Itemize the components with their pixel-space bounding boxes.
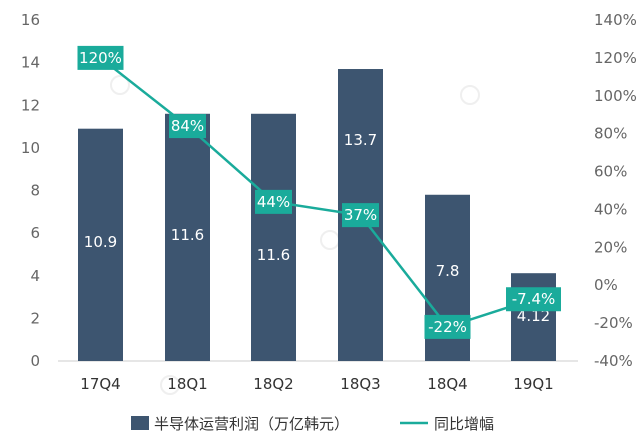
left-tick-label: 2 — [30, 309, 40, 327]
bar-18Q1 — [165, 113, 210, 362]
right-tick-label: 40% — [594, 200, 627, 218]
bar-labels: 10.9 11.6 11.6 13.7 7.8 4.12 — [84, 131, 550, 325]
bar-value-label: 7.8 — [436, 262, 460, 280]
category-label: 18Q3 — [340, 375, 380, 393]
line-label-box — [342, 203, 379, 228]
left-axis-ticks: 0 2 4 6 8 10 12 14 16 — [21, 11, 40, 370]
watermark-mark-3 — [160, 375, 180, 395]
line-value-label: 84% — [171, 117, 204, 135]
line-label-box — [424, 314, 471, 339]
legend-bar-label: 半导体运营利润（万亿韩元） — [154, 415, 349, 433]
line-value-label: -7.4% — [512, 290, 556, 308]
line-label-18Q4: -22% — [424, 314, 471, 339]
left-tick-label: 14 — [21, 54, 40, 72]
legend-bar-swatch — [131, 416, 149, 430]
left-tick-label: 8 — [30, 182, 40, 200]
left-tick-label: 4 — [30, 267, 40, 285]
line-value-label: 44% — [257, 193, 290, 211]
bar-18Q2 — [251, 113, 296, 362]
left-tick-label: 16 — [21, 11, 40, 29]
right-tick-label: 80% — [594, 125, 627, 143]
bar-value-label: 4.12 — [517, 307, 550, 325]
line-labels: 120% 84% 44% 37% -22% -7.4% — [77, 45, 561, 339]
watermark-mark-1 — [460, 85, 480, 105]
line-label-17Q4: 120% — [77, 45, 124, 70]
legend-line-label: 同比增幅 — [434, 415, 494, 433]
watermark-mark-2 — [320, 230, 340, 250]
bar-value-label: 10.9 — [84, 233, 117, 251]
right-tick-label: 100% — [594, 87, 637, 105]
bar-value-label: 11.6 — [257, 246, 290, 264]
category-label: 19Q1 — [513, 375, 553, 393]
line-label-box — [77, 45, 124, 70]
x-axis-categories: 17Q4 18Q1 18Q2 18Q3 18Q4 19Q1 — [80, 375, 553, 393]
category-label: 17Q4 — [80, 375, 120, 393]
right-tick-label: 0% — [594, 276, 618, 294]
left-tick-label: 6 — [30, 224, 40, 242]
line-label-box — [255, 189, 292, 214]
line-label-box — [169, 114, 206, 139]
line-value-label: 37% — [344, 206, 377, 224]
right-tick-label: 20% — [594, 238, 627, 256]
line-label-box — [506, 287, 561, 312]
bar-series — [78, 69, 556, 362]
right-tick-label: 60% — [594, 163, 627, 181]
line-label-18Q2: 44% — [255, 189, 292, 214]
category-label: 18Q1 — [167, 375, 207, 393]
right-tick-label: 140% — [594, 11, 637, 29]
line-value-label: 120% — [79, 49, 122, 67]
left-tick-label: 10 — [21, 139, 40, 157]
category-label: 18Q4 — [427, 375, 467, 393]
bar-value-label: 13.7 — [344, 131, 377, 149]
watermark-mark-0 — [110, 75, 130, 95]
right-tick-label: 120% — [594, 49, 637, 67]
line-label-18Q1: 84% — [169, 114, 206, 139]
line-label-19Q1: -7.4% — [506, 287, 561, 312]
right-tick-label: -40% — [594, 352, 633, 370]
category-label: 18Q2 — [253, 375, 293, 393]
legend: 半导体运营利润（万亿韩元） 同比增幅 — [131, 415, 494, 433]
right-tick-label: -20% — [594, 314, 633, 332]
bar-value-label: 11.6 — [171, 226, 204, 244]
left-tick-label: 0 — [30, 352, 40, 370]
line-label-18Q3: 37% — [342, 203, 379, 228]
bar-17Q4 — [78, 128, 123, 361]
left-tick-label: 12 — [21, 96, 40, 114]
right-axis-ticks: -40% -20% 0% 20% 40% 60% 80% 100% 120% 140% — [594, 11, 637, 370]
line-value-label: -22% — [428, 318, 467, 336]
